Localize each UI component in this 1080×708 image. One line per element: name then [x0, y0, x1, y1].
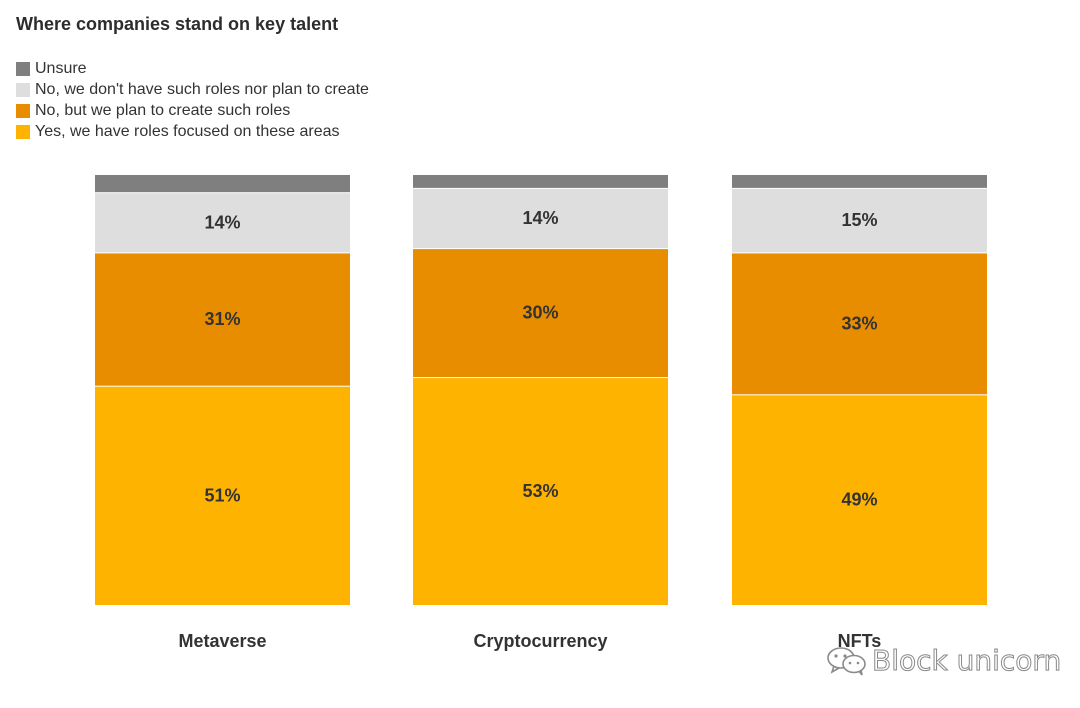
- chart-title: Where companies stand on key talent: [16, 14, 339, 34]
- legend-item: Unsure: [16, 58, 369, 79]
- segment-separator: [413, 247, 668, 250]
- wechat-icon: [827, 646, 866, 675]
- watermark: Block unicorn: [826, 644, 1062, 678]
- data-label: 53%: [522, 481, 558, 501]
- category-label: Metaverse: [178, 631, 266, 651]
- bar-segment: [413, 248, 668, 378]
- bar-segment: [732, 175, 987, 188]
- legend: Unsure No, we don't have such roles nor p…: [16, 58, 369, 142]
- legend-label: Yes, we have roles focused on these area…: [35, 122, 340, 140]
- watermark-text: Block unicorn: [871, 644, 1062, 678]
- bar-segment: [732, 252, 987, 395]
- legend-swatch: [16, 61, 30, 76]
- bar-segment: [95, 192, 350, 253]
- legend-label: No, we don't have such roles nor plan to…: [35, 80, 369, 98]
- data-label: 31%: [204, 309, 240, 329]
- bar-segment: [95, 385, 350, 605]
- data-label: 51%: [204, 485, 240, 505]
- legend-swatch: [16, 82, 30, 97]
- legend-item: No, we don't have such roles nor plan to…: [16, 79, 369, 100]
- legend-label: No, but we plan to create such roles: [35, 101, 291, 119]
- bar-segment: [413, 187, 668, 249]
- data-label: 14%: [522, 208, 558, 228]
- category-label: Cryptocurrency: [473, 631, 607, 651]
- data-label: 14%: [204, 212, 240, 232]
- bar-segment: [95, 252, 350, 386]
- bar-segment: [413, 377, 668, 605]
- bar-segment: [413, 175, 668, 188]
- legend-swatch: [16, 103, 30, 118]
- data-label: 33%: [841, 313, 877, 333]
- legend-label: Unsure: [35, 59, 87, 77]
- category-label: NFTs: [838, 631, 882, 651]
- legend-item: No, but we plan to create such roles: [16, 100, 369, 121]
- data-label: 49%: [841, 490, 877, 510]
- bar-segment: [732, 394, 987, 605]
- data-label: 15%: [841, 210, 877, 230]
- bar-segment: [732, 187, 987, 253]
- data-label: 30%: [522, 303, 558, 323]
- legend-item: Yes, we have roles focused on these area…: [16, 121, 369, 142]
- legend-swatch: [16, 124, 30, 139]
- bar-segment: [95, 175, 350, 193]
